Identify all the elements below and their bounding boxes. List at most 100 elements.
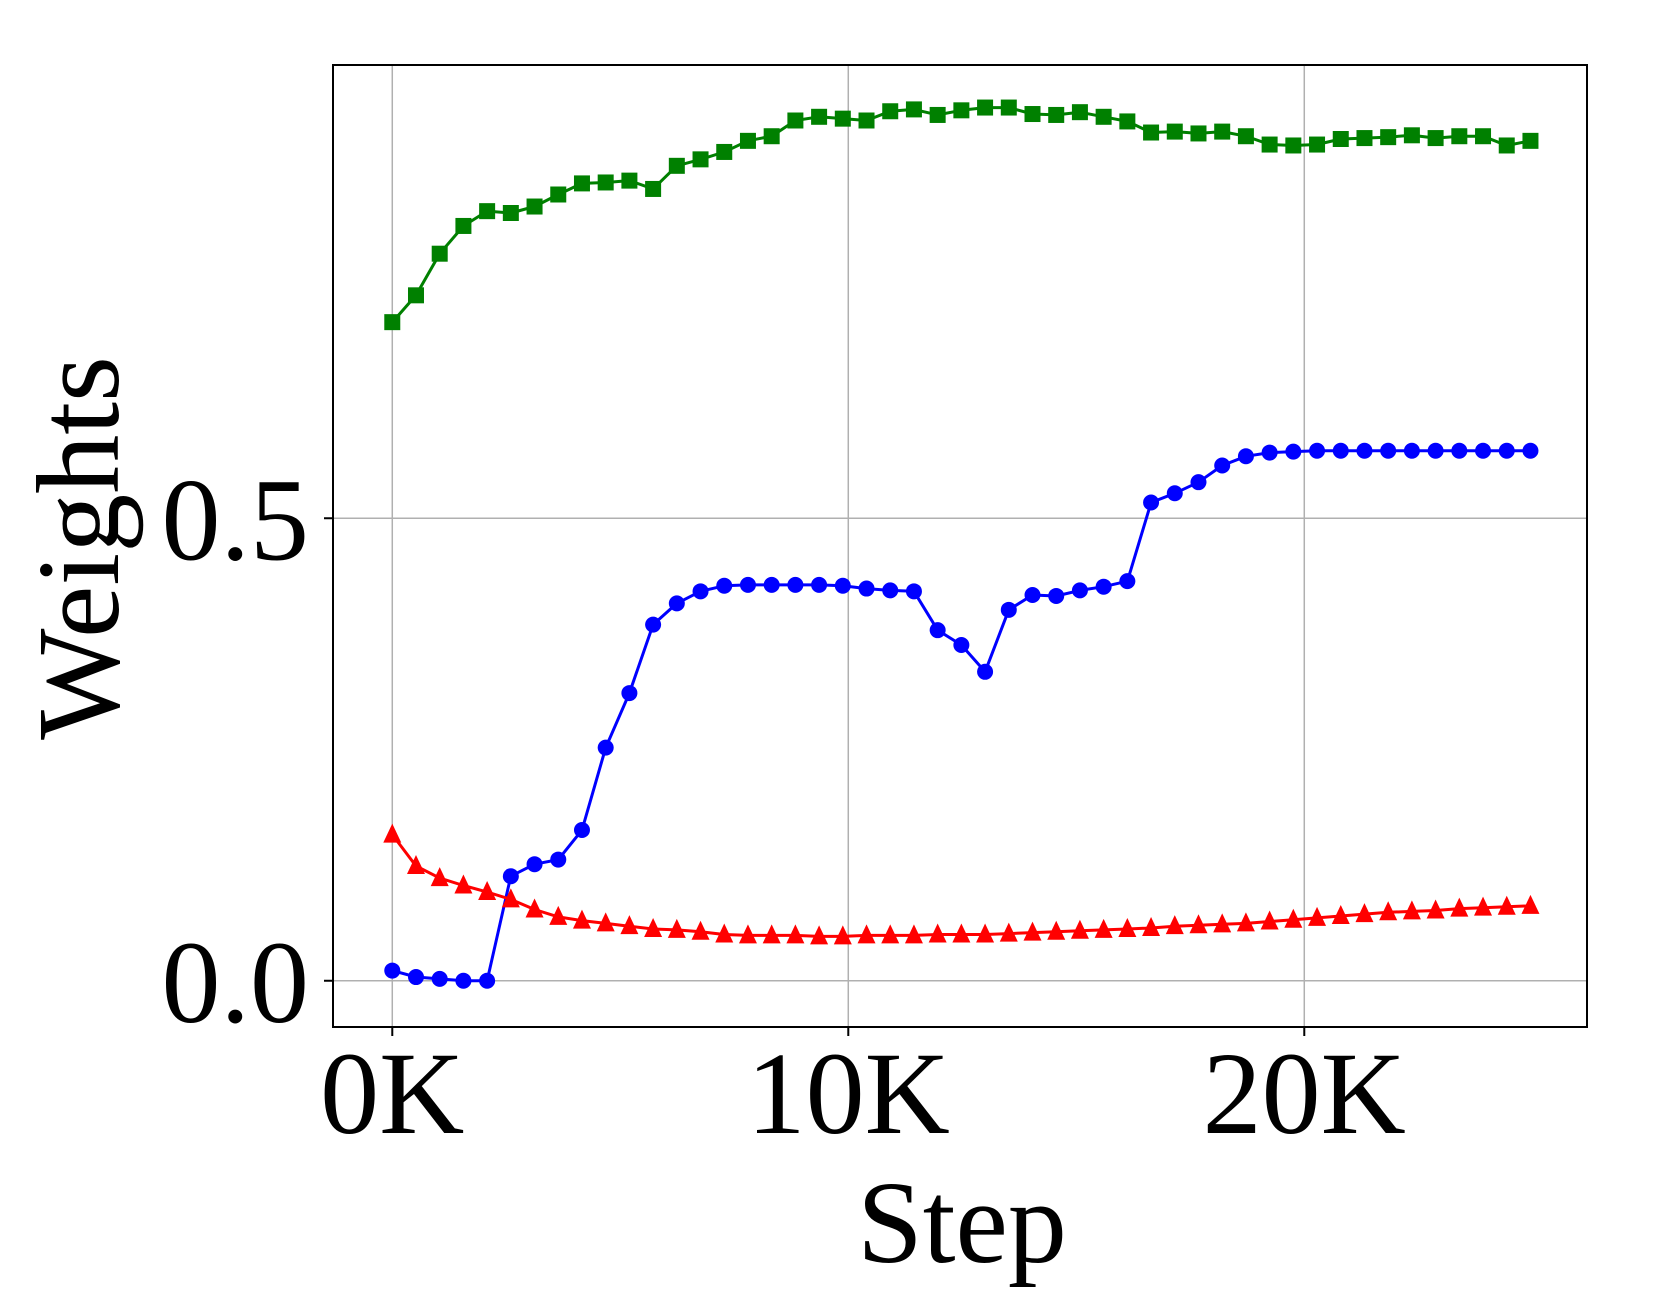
data-point xyxy=(1190,125,1207,142)
data-point xyxy=(572,909,591,929)
data-point xyxy=(1331,905,1350,924)
data-point xyxy=(716,577,733,594)
data-point xyxy=(738,924,757,944)
data-point xyxy=(1497,895,1516,915)
data-point xyxy=(550,186,567,203)
data-point xyxy=(1261,444,1278,461)
series-triangle xyxy=(383,823,1540,945)
data-point xyxy=(1095,108,1112,125)
data-point xyxy=(502,205,519,221)
data-point xyxy=(621,685,638,702)
data-point xyxy=(1214,123,1231,140)
data-point xyxy=(455,972,472,989)
data-point xyxy=(1498,442,1515,459)
data-point xyxy=(1095,578,1112,595)
series-group xyxy=(383,99,1540,989)
data-point xyxy=(1308,906,1327,926)
data-point xyxy=(407,287,424,304)
data-point xyxy=(1048,106,1065,123)
data-point xyxy=(1498,137,1515,154)
data-point xyxy=(1474,896,1493,916)
data-point xyxy=(431,970,448,987)
data-point xyxy=(977,99,994,116)
y-tick-label: 0.5 xyxy=(162,454,310,585)
data-point xyxy=(1070,919,1089,939)
data-point xyxy=(1402,900,1421,920)
data-point xyxy=(905,101,922,118)
data-point xyxy=(692,151,709,168)
data-point xyxy=(1284,908,1303,928)
data-point xyxy=(810,925,829,945)
data-point xyxy=(1047,920,1066,940)
data-point xyxy=(1309,442,1326,459)
data-point xyxy=(526,198,543,215)
data-point xyxy=(857,924,876,944)
data-point xyxy=(1285,443,1302,460)
data-point xyxy=(597,174,614,191)
data-point xyxy=(549,905,568,925)
data-point xyxy=(739,132,756,149)
data-point xyxy=(977,663,994,680)
data-point xyxy=(882,582,899,599)
data-point xyxy=(928,923,947,943)
data-point xyxy=(953,102,970,119)
data-point xyxy=(1427,130,1444,147)
x-tick-label: 20K xyxy=(1203,1028,1406,1159)
data-point xyxy=(811,108,828,125)
data-point xyxy=(644,917,663,937)
data-point xyxy=(596,912,615,932)
data-point xyxy=(620,915,639,935)
x-tick-label: 10K xyxy=(747,1028,950,1159)
data-point xyxy=(1236,912,1255,932)
data-point xyxy=(1071,104,1088,121)
data-point xyxy=(645,616,662,633)
data-point xyxy=(858,112,875,129)
data-point xyxy=(834,110,851,127)
data-point xyxy=(953,636,970,653)
data-point xyxy=(691,920,710,940)
data-point xyxy=(502,868,519,885)
plot-frame xyxy=(332,64,1588,1028)
series-line xyxy=(391,449,1531,983)
data-point xyxy=(1332,131,1349,147)
data-point xyxy=(811,576,828,593)
series-circle xyxy=(384,442,1539,989)
data-point xyxy=(1332,442,1349,459)
y-axis-title: Weights xyxy=(13,356,144,740)
data-point xyxy=(692,583,709,600)
data-point xyxy=(1190,474,1207,491)
data-point xyxy=(739,576,756,593)
data-point xyxy=(763,576,780,593)
data-point xyxy=(1214,457,1231,474)
data-point xyxy=(1166,485,1183,502)
data-point xyxy=(1380,129,1397,146)
data-point xyxy=(763,128,780,145)
data-point xyxy=(478,880,497,900)
data-point xyxy=(1143,494,1160,511)
data-point xyxy=(573,821,590,838)
data-point xyxy=(1260,910,1279,930)
data-point xyxy=(525,898,544,918)
data-point xyxy=(1426,899,1445,919)
data-point xyxy=(1309,136,1326,153)
data-point xyxy=(667,918,686,938)
data-point xyxy=(762,924,781,944)
data-point xyxy=(716,143,733,160)
data-point xyxy=(1380,442,1397,459)
data-point xyxy=(621,172,638,189)
data-point xyxy=(786,924,805,944)
data-point xyxy=(407,969,424,986)
data-point xyxy=(881,924,900,944)
data-point xyxy=(1475,442,1492,459)
data-point xyxy=(1189,914,1208,934)
tick-labels: 0K 10K 20K 0.0 0.5 xyxy=(162,454,1406,1159)
data-point xyxy=(1379,901,1398,921)
data-point xyxy=(1355,903,1374,923)
data-point xyxy=(1285,137,1302,154)
data-point xyxy=(976,923,995,943)
data-point xyxy=(1094,918,1113,938)
grid-lines xyxy=(333,65,1587,1027)
data-point xyxy=(787,112,804,129)
data-point xyxy=(384,314,401,331)
data-point xyxy=(406,855,425,875)
